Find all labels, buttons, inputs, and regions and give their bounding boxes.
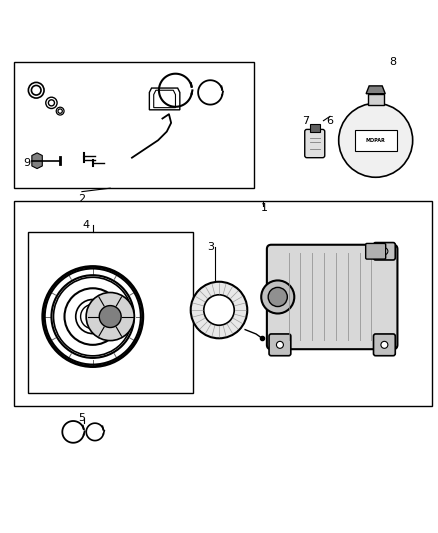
Text: 3: 3 xyxy=(207,242,214,252)
Text: 8: 8 xyxy=(389,57,397,67)
Circle shape xyxy=(204,295,234,325)
Text: 7: 7 xyxy=(303,116,310,126)
Text: 5: 5 xyxy=(78,413,85,423)
Circle shape xyxy=(191,282,247,338)
Circle shape xyxy=(276,341,283,349)
Polygon shape xyxy=(32,153,42,168)
FancyBboxPatch shape xyxy=(305,130,325,158)
Polygon shape xyxy=(366,86,385,94)
FancyBboxPatch shape xyxy=(269,334,291,356)
Bar xyxy=(310,124,320,132)
Text: 6: 6 xyxy=(326,116,333,126)
Circle shape xyxy=(381,248,388,255)
Bar xyxy=(14,62,254,188)
FancyBboxPatch shape xyxy=(366,244,386,259)
Text: 2: 2 xyxy=(78,194,85,204)
Circle shape xyxy=(339,103,413,177)
Bar xyxy=(355,130,396,151)
Bar xyxy=(28,232,193,393)
Text: 4: 4 xyxy=(83,220,90,230)
Circle shape xyxy=(86,293,134,341)
Circle shape xyxy=(261,280,294,313)
Text: 1: 1 xyxy=(261,203,268,213)
Circle shape xyxy=(268,287,287,306)
Text: 9: 9 xyxy=(23,158,30,168)
Circle shape xyxy=(381,341,388,349)
Bar xyxy=(368,94,384,104)
FancyBboxPatch shape xyxy=(267,245,397,349)
FancyBboxPatch shape xyxy=(374,243,395,260)
Bar xyxy=(14,201,432,406)
Text: MOPAR: MOPAR xyxy=(366,138,385,143)
Circle shape xyxy=(99,305,121,327)
FancyBboxPatch shape xyxy=(374,334,395,356)
